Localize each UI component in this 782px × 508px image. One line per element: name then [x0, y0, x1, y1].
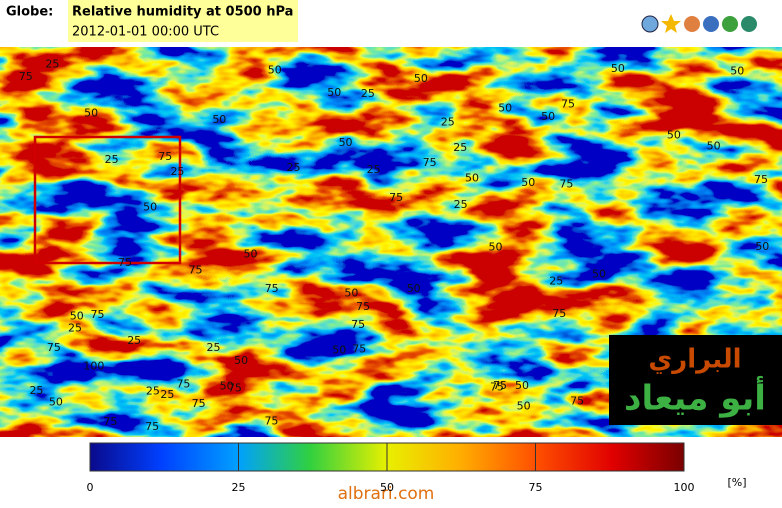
info-icon[interactable] — [722, 16, 738, 32]
watermark-line2: أبو ميعاد — [624, 376, 766, 419]
zoom-icon[interactable] — [641, 15, 659, 33]
contour-label: 75 — [118, 256, 132, 269]
contour-label: 25 — [105, 153, 119, 166]
contour-label: 50 — [755, 240, 769, 253]
contour-label: 75 — [552, 307, 566, 320]
contour-label: 75 — [145, 420, 159, 433]
contour-label: 75 — [228, 382, 242, 395]
contour-label: 75 — [570, 395, 584, 408]
contour-label: 25 — [170, 165, 184, 178]
contour-label: 75 — [176, 378, 190, 391]
contour-label: 50 — [515, 379, 529, 392]
contour-label: 75 — [754, 173, 768, 186]
contour-label: 50 — [344, 287, 358, 300]
header-label: Globe: — [6, 5, 53, 20]
colorbar-tick-label: 0 — [87, 481, 94, 494]
contour-label: 25 — [160, 388, 174, 401]
contour-label: 75 — [559, 178, 573, 191]
contour-label: 75 — [490, 381, 504, 394]
watermark-line1: البراري — [648, 345, 741, 375]
contour-label: 25 — [361, 87, 375, 100]
toolbar — [641, 14, 757, 33]
contour-label: 25 — [549, 275, 563, 288]
contour-label: 50 — [327, 86, 341, 99]
contour-label: 50 — [541, 110, 555, 123]
contour-label: 25 — [454, 198, 468, 211]
contour-label: 25 — [287, 161, 301, 174]
colorbar-tick-label: 100 — [674, 481, 695, 494]
contour-label: 25 — [367, 163, 381, 176]
colorbar-tick-label: 25 — [232, 481, 246, 494]
contour-label: 75 — [493, 379, 507, 392]
title-box — [68, 0, 298, 42]
contour-label: 50 — [49, 395, 63, 408]
map-time: 2012-01-01 00:00 UTC — [72, 25, 219, 40]
colorbar-tick-label: 50 — [380, 481, 394, 494]
contour-label: 50 — [332, 344, 346, 357]
contour-label: 25 — [68, 322, 82, 335]
globe-icon[interactable] — [741, 16, 757, 32]
contour-label: 50 — [143, 201, 157, 214]
contour-label: 75 — [19, 70, 33, 83]
contour-label: 25 — [146, 385, 160, 398]
contour-label: 50 — [730, 64, 744, 77]
contour-label: 25 — [29, 384, 43, 397]
region-box — [33, 135, 182, 265]
contour-label: 75 — [264, 414, 278, 427]
contour-label: 75 — [47, 341, 61, 354]
contour-label: 75 — [90, 308, 104, 321]
contour-label: 25 — [127, 334, 141, 347]
contour-label: 50 — [667, 128, 681, 141]
site-name: albrari.com — [338, 484, 435, 504]
contour-label: 50 — [220, 379, 234, 392]
contour-label: 50 — [498, 102, 512, 115]
contour-label: 50 — [414, 72, 428, 85]
contour-label: 50 — [592, 267, 606, 280]
contour-label: 50 — [517, 400, 531, 413]
contour-label: 50 — [407, 282, 421, 295]
contour-label: 75 — [356, 300, 370, 313]
contour-label: 50 — [234, 354, 248, 367]
user-icon[interactable] — [684, 16, 700, 32]
watermark-box — [609, 335, 782, 425]
map-title: Relative humidity at 0500 hPa — [72, 5, 293, 20]
colorbar-unit: [%] — [727, 476, 746, 489]
contour-label: 75 — [103, 415, 117, 428]
contour-label: 75 — [561, 98, 575, 111]
contour-label: 50 — [611, 62, 625, 75]
contour-label: 25 — [207, 341, 221, 354]
star-icon[interactable] — [661, 14, 681, 33]
contour-label: 50 — [465, 171, 479, 184]
contour-label: 50 — [212, 113, 226, 126]
contour-label: 50 — [268, 64, 282, 77]
contour-label: 75 — [423, 156, 437, 169]
contour-label: 50 — [339, 136, 353, 149]
contour-label: 50 — [84, 106, 98, 119]
contour-label: 75 — [352, 342, 366, 355]
contour-label: 50 — [488, 240, 502, 253]
contour-label: 75 — [389, 191, 403, 204]
refresh-icon[interactable] — [703, 16, 719, 32]
contour-label: 75 — [265, 282, 279, 295]
watermark: البراري أبو ميعاد — [609, 335, 782, 425]
contour-label: 50 — [243, 247, 257, 260]
contour-label: 75 — [158, 150, 172, 163]
contour-label: 50 — [70, 310, 84, 323]
contour-label: 75 — [188, 264, 202, 277]
contour-label: 50 — [521, 176, 535, 189]
contour-label: 25 — [441, 115, 455, 128]
contour-label: 50 — [707, 139, 721, 152]
contour-label: 75 — [351, 318, 365, 331]
contour-label: 75 — [192, 397, 206, 410]
contour-label: 25 — [453, 141, 467, 154]
contour-label: 100 — [83, 360, 104, 373]
contour-label: 25 — [45, 58, 59, 71]
colorbar-tick-label: 75 — [529, 481, 543, 494]
